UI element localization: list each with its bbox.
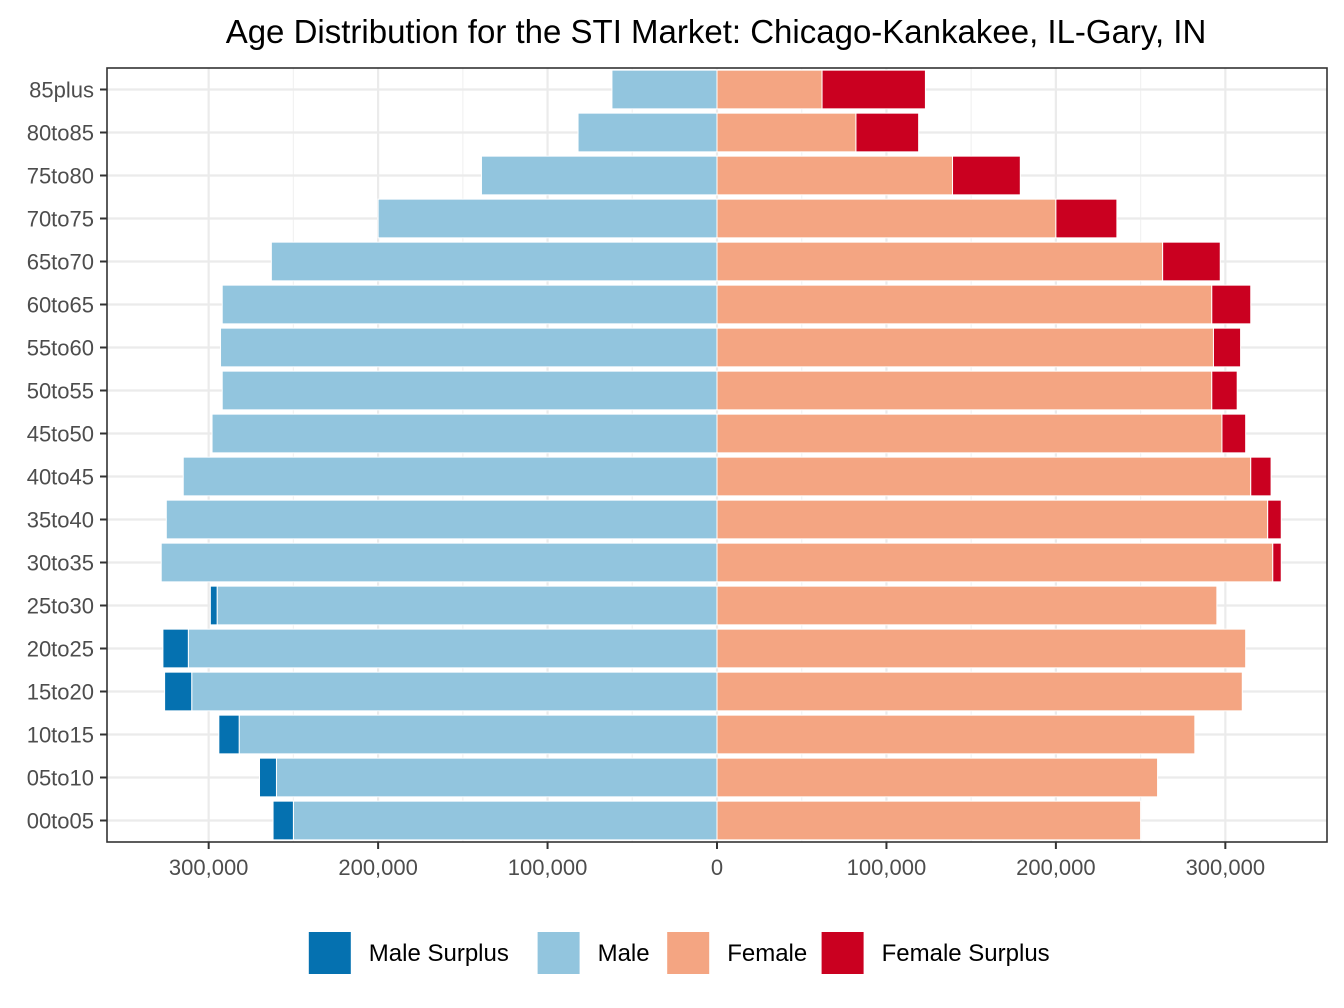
legend-label-female-surplus: Female Surplus	[882, 940, 1050, 967]
bar-male-surplus-25to30	[209, 585, 218, 626]
x-tick-label: 300,000	[1186, 855, 1266, 880]
bar-female-surplus-80to85	[855, 112, 920, 153]
y-tick-label-80to85: 80to85	[27, 121, 94, 146]
bar-male-surplus-20to25	[162, 628, 189, 669]
legend-label-male-surplus: Male Surplus	[369, 940, 509, 967]
legend-key-male-surplus	[308, 932, 351, 974]
bar-male-55to60	[220, 327, 718, 368]
bar-female-75to80	[716, 155, 954, 196]
bar-female-surplus-45to50	[1221, 413, 1247, 454]
x-tick-label: 100,000	[508, 855, 588, 880]
bar-male-00to05	[292, 800, 718, 841]
x-tick-label: 0	[711, 855, 723, 880]
bar-female-05to10	[716, 757, 1159, 798]
bar-female-10to15	[716, 714, 1196, 755]
bar-female-85plus	[716, 69, 823, 110]
bar-female-20to25	[716, 628, 1247, 669]
y-tick-label-25to30: 25to30	[27, 594, 94, 619]
y-tick-label-50to55: 50to55	[27, 379, 94, 404]
bar-male-70to75	[377, 198, 718, 239]
y-tick-label-55to60: 55to60	[27, 336, 94, 361]
bar-male-45to50	[211, 413, 718, 454]
bar-female-surplus-65to70	[1162, 241, 1221, 282]
bar-male-85plus	[611, 69, 718, 110]
chart-legend: Male Surplus Male Female Female Surplus	[308, 932, 1050, 974]
bar-female-55to60	[716, 327, 1214, 368]
bar-female-50to55	[716, 370, 1213, 411]
bar-female-60to65	[716, 284, 1213, 325]
legend-label-female: Female	[727, 940, 807, 967]
y-tick-label-05to10: 05to10	[27, 766, 94, 791]
bar-female-surplus-75to80	[952, 155, 1021, 196]
y-tick-label-85plus: 85plus	[29, 78, 94, 103]
bar-male-05to10	[275, 757, 718, 798]
bar-female-35to40	[716, 499, 1269, 540]
bar-female-00to05	[716, 800, 1142, 841]
bar-male-surplus-10to15	[218, 714, 240, 755]
bar-male-20to25	[187, 628, 718, 669]
bar-female-40to45	[716, 456, 1252, 497]
y-tick-label-30to35: 30to35	[27, 551, 94, 576]
legend-key-female-surplus	[821, 932, 864, 974]
bar-female-25to30	[716, 585, 1218, 626]
legend-key-male	[537, 932, 580, 974]
bar-female-70to75	[716, 198, 1057, 239]
y-tick-label-70to75: 70to75	[27, 207, 94, 232]
y-tick-label-45to50: 45to50	[27, 422, 94, 447]
y-tick-label-65to70: 65to70	[27, 250, 94, 275]
bar-male-60to65	[221, 284, 718, 325]
bar-female-45to50	[716, 413, 1223, 454]
bar-female-30to35	[716, 542, 1274, 583]
y-tick-label-10to15: 10to15	[27, 723, 94, 748]
bar-male-15to20	[191, 671, 718, 712]
bar-female-surplus-40to45	[1250, 456, 1272, 497]
legend-label-male: Male	[598, 940, 650, 967]
bar-female-surplus-55to60	[1212, 327, 1242, 368]
bar-male-25to30	[216, 585, 718, 626]
bar-female-surplus-35to40	[1267, 499, 1282, 540]
bar-male-surplus-00to05	[272, 800, 294, 841]
y-tick-label-60to65: 60to65	[27, 293, 94, 318]
x-tick-label: 200,000	[1016, 855, 1096, 880]
bar-male-75to80	[480, 155, 718, 196]
y-tick-label-15to20: 15to20	[27, 680, 94, 705]
bar-male-40to45	[182, 456, 718, 497]
chart-title: Age Distribution for the STI Market: Chi…	[226, 13, 1207, 50]
bars-layer	[160, 69, 1282, 841]
y-tick-label-20to25: 20to25	[27, 637, 94, 662]
bar-female-65to70	[716, 241, 1164, 282]
bar-female-surplus-30to35	[1272, 542, 1282, 583]
bar-female-80to85	[716, 112, 857, 153]
bar-female-15to20	[716, 671, 1243, 712]
y-tick-label-40to45: 40to45	[27, 465, 94, 490]
bar-male-surplus-15to20	[164, 671, 193, 712]
x-tick-label: 200,000	[338, 855, 418, 880]
axis-layer: 00to05 05to10 10to15 15to20 20to25 25to30 30to…	[27, 67, 1328, 880]
x-tick-label: 100,000	[847, 855, 927, 880]
bar-male-10to15	[238, 714, 718, 755]
bar-male-30to35	[160, 542, 718, 583]
bar-female-surplus-50to55	[1211, 370, 1238, 411]
bar-female-surplus-70to75	[1055, 198, 1118, 239]
bar-male-65to70	[270, 241, 718, 282]
bar-male-50to55	[221, 370, 718, 411]
y-tick-label-00to05: 00to05	[27, 809, 94, 834]
bar-female-surplus-60to65	[1211, 284, 1252, 325]
bar-female-surplus-85plus	[821, 69, 926, 110]
legend-key-female	[667, 932, 710, 974]
x-tick-label: 300,000	[169, 855, 249, 880]
bar-male-80to85	[577, 112, 718, 153]
y-tick-label-35to40: 35to40	[27, 508, 94, 533]
bar-male-35to40	[165, 499, 718, 540]
bar-male-surplus-05to10	[259, 757, 277, 798]
y-tick-label-75to80: 75to80	[27, 164, 94, 189]
